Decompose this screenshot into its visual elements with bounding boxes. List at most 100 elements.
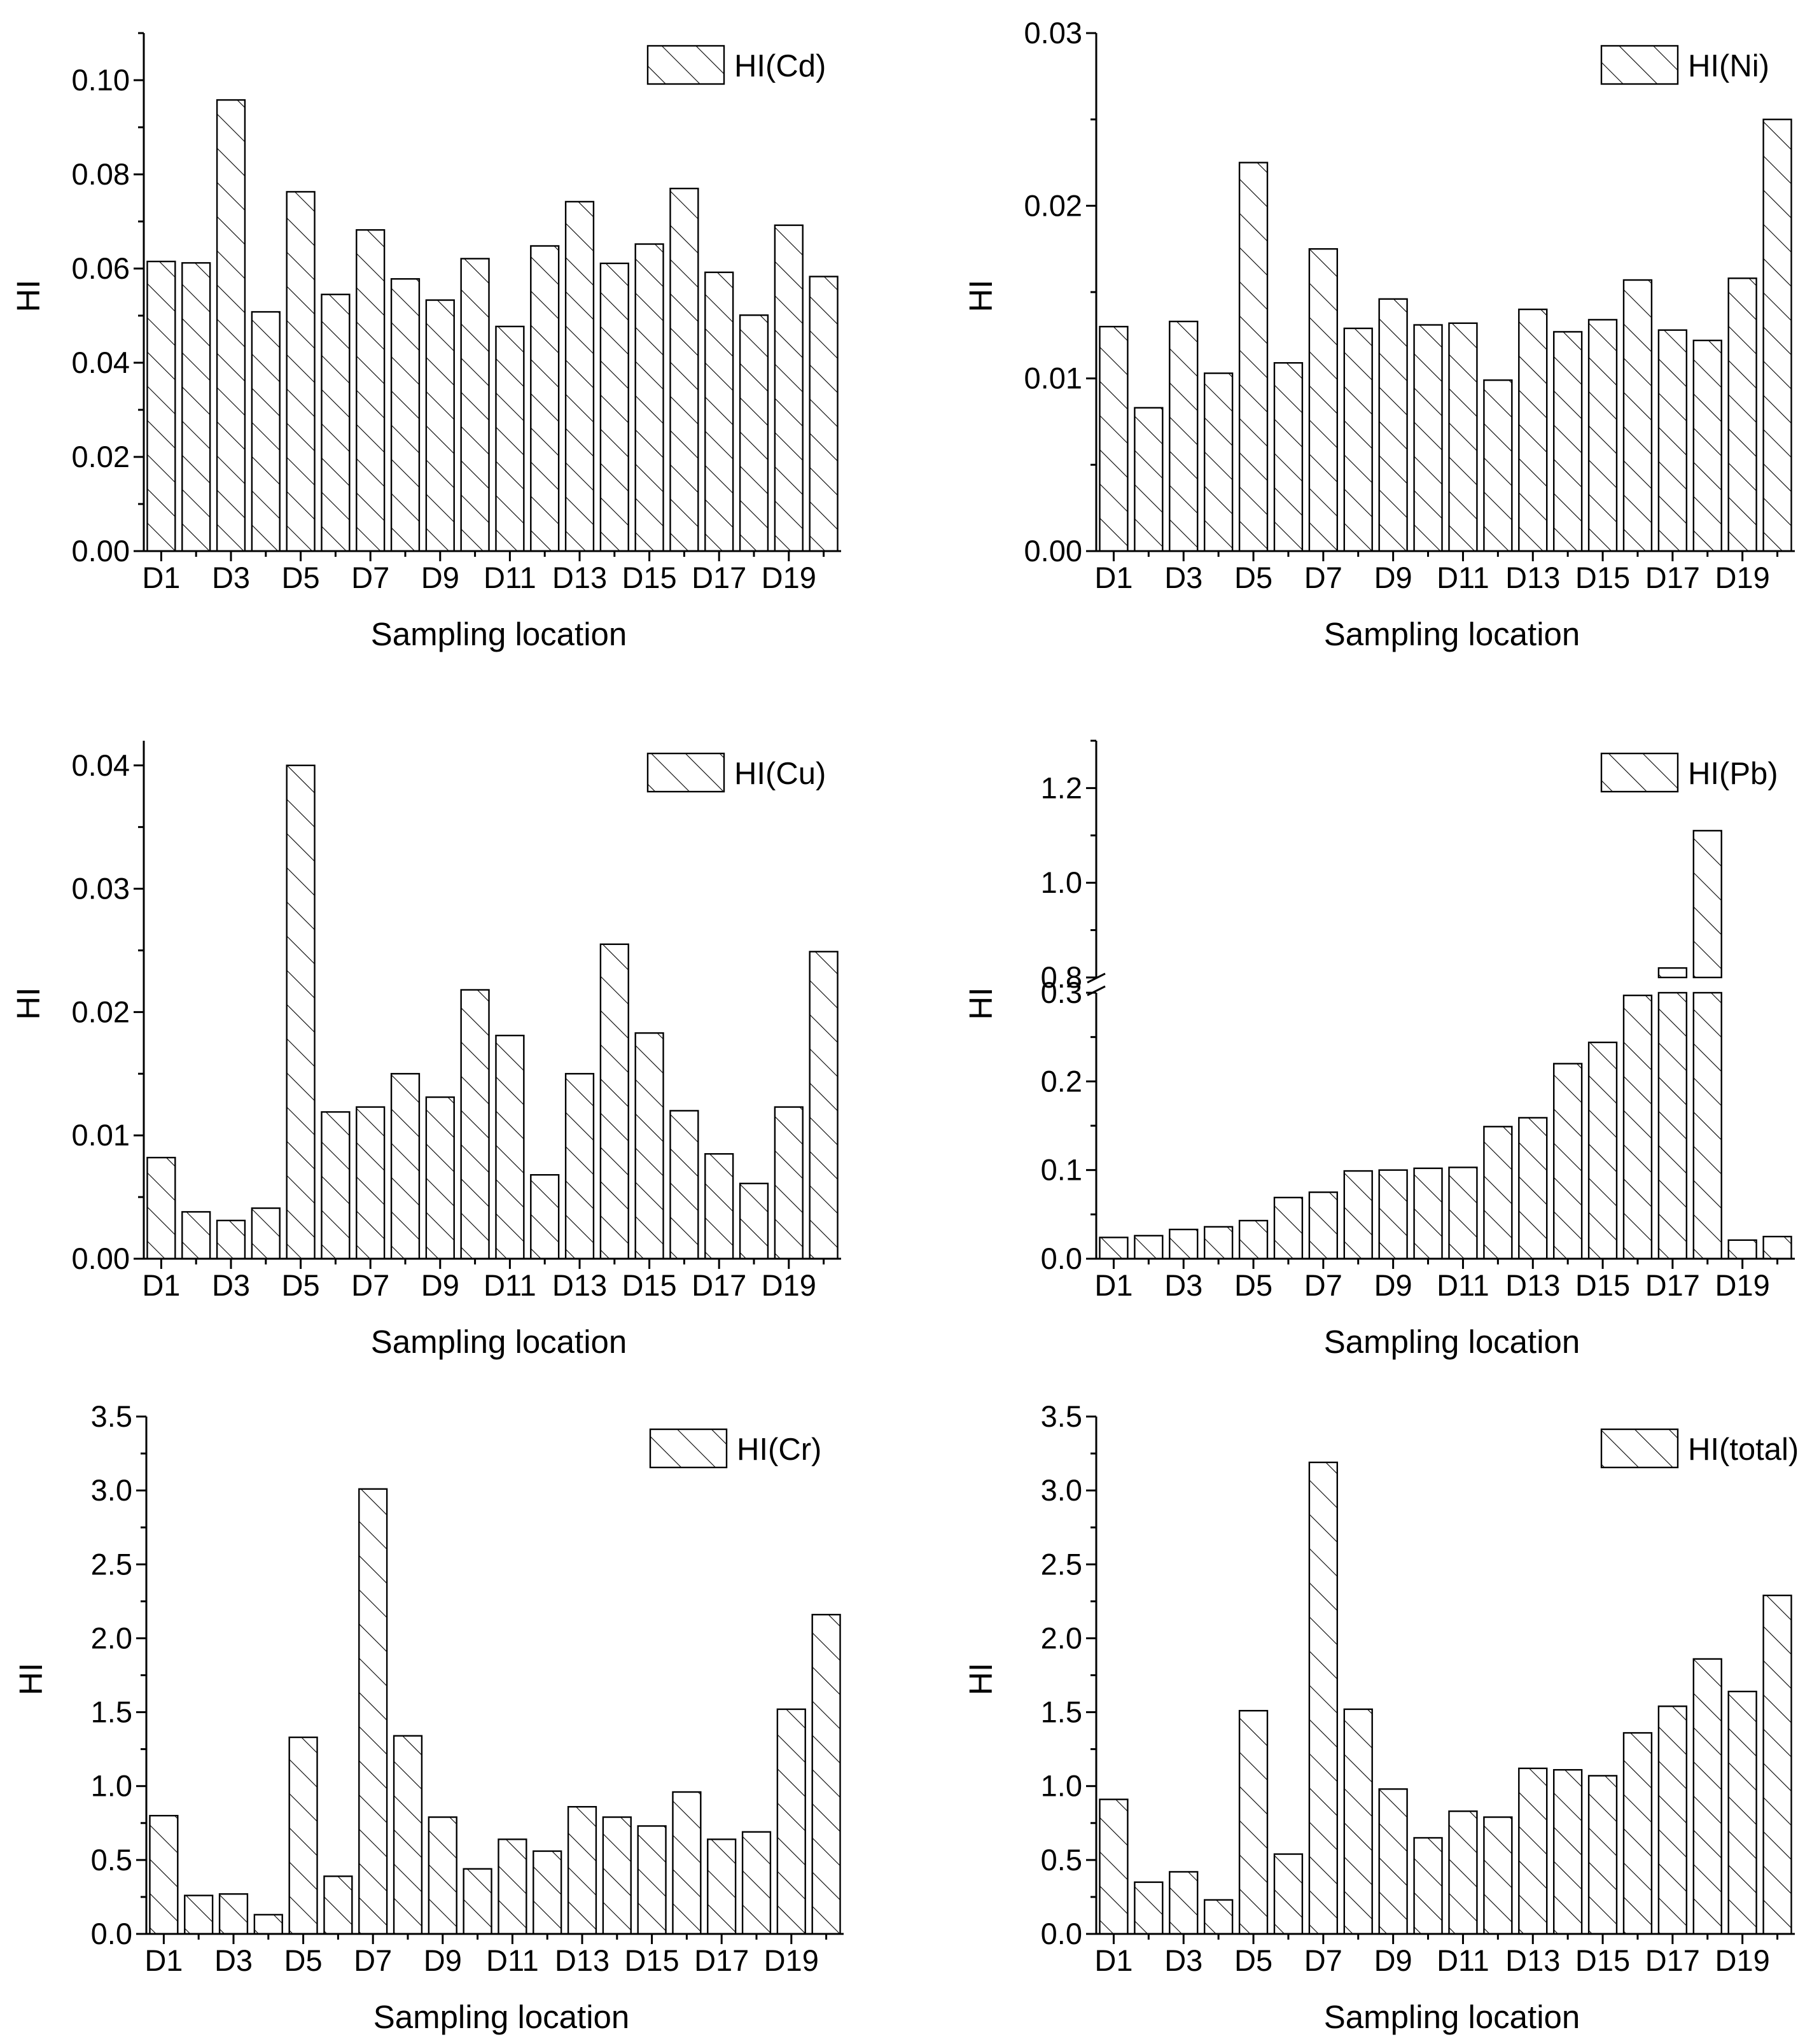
bar-D6 [321, 1111, 351, 1260]
bar-D16 [672, 1791, 702, 1935]
bar-D10 [460, 989, 490, 1260]
x-tick-label: D7 [354, 1943, 392, 1977]
bar-D2 [1134, 407, 1164, 552]
bar-D14 [1552, 1063, 1583, 1260]
y-tick-label: 0.5 [1041, 1843, 1082, 1877]
bar-D10 [1413, 1837, 1443, 1935]
bar-D11 [498, 1838, 527, 1935]
y-tick-label: 0.02 [1024, 188, 1082, 222]
y-tick-label: 3.0 [1041, 1473, 1082, 1507]
x-tick-label: D1 [1094, 1943, 1133, 1977]
bar-D11 [1448, 1810, 1478, 1935]
y-axis-title: HI [10, 280, 46, 312]
chart-panel-2: 0.00 0.01 0.02 0.03 D1 D3 D5 D7 D9 D11 D13 D15 D17 D1… [963, 16, 1795, 652]
y-tick-label: 0.0 [1041, 1917, 1082, 1950]
x-tick-label: D9 [421, 1268, 459, 1302]
x-tick-label: D7 [351, 1268, 389, 1302]
x-tick-label: D17 [692, 1268, 746, 1302]
bar-D13 [564, 1073, 595, 1260]
bar-D8 [1343, 327, 1373, 552]
x-tick-label: D15 [622, 1268, 676, 1302]
bar-D10 [460, 258, 490, 552]
bar-D2 [181, 1211, 211, 1260]
x-tick-label: D15 [1575, 561, 1630, 594]
bar-D13 [1518, 308, 1548, 552]
bar-D6 [1273, 1196, 1304, 1260]
bar-D1 [146, 260, 176, 552]
bar-D11 [495, 325, 525, 552]
legend-swatch [1600, 752, 1679, 793]
bar-D9 [1378, 1169, 1408, 1260]
bar-D2 [181, 262, 211, 552]
legend-label: HI(Cr) [737, 1432, 821, 1467]
bar-D15 [634, 243, 664, 552]
y-tick-label: 0.1 [1041, 1153, 1082, 1187]
x-tick-label: D1 [142, 561, 180, 594]
x-tick-label: D13 [555, 1943, 610, 1977]
y-tick-label: 3.0 [91, 1473, 132, 1507]
x-axis-title: Sampling location [1324, 1999, 1580, 2035]
y-tick-label: 0.0 [91, 1917, 132, 1950]
chart-panel-6: 0.0 0.5 1.0 1.5 2.0 2.5 3.0 3.5 D1 D3 D5 D7 D9 D11 D13… [963, 1399, 1799, 2035]
bar-D20 [811, 1614, 841, 1935]
bar-D6 [321, 293, 351, 552]
y-tick-label: 2.0 [1041, 1621, 1082, 1655]
bar-D17 [704, 271, 734, 552]
bar-D7 [1308, 248, 1339, 552]
y-axis-title: HI [963, 988, 999, 1020]
bar-D5 [286, 191, 316, 552]
bar-D6 [323, 1875, 353, 1935]
y-tick-label: 0.04 [72, 346, 130, 379]
x-tick-label: D11 [484, 561, 536, 594]
bar-D4 [253, 1914, 283, 1935]
bar-D11 [495, 1035, 525, 1260]
bar-D10 [463, 1868, 492, 1935]
bar-D18 [1692, 830, 1722, 979]
y-tick-label: 1.5 [91, 1695, 132, 1729]
bar-D17 [1657, 967, 1688, 979]
bar-D15 [1587, 1775, 1618, 1935]
x-tick-label: D17 [1645, 1268, 1700, 1302]
x-tick-label: D11 [1437, 1943, 1489, 1977]
bar-D8 [1343, 1170, 1373, 1260]
bar-D19 [774, 1106, 804, 1260]
x-tick-label: D19 [764, 1943, 819, 1977]
legend-label: HI(total) [1688, 1432, 1799, 1467]
bar-D2 [184, 1894, 214, 1935]
y-tick-label: 0.01 [1024, 361, 1082, 395]
bar-D9 [425, 1096, 455, 1260]
x-tick-label: D17 [692, 561, 746, 594]
bar-D3 [1169, 1871, 1199, 1935]
y-tick-label: 0.00 [72, 534, 130, 568]
legend-label: HI(Cd) [734, 49, 826, 83]
bar-D16 [669, 1110, 699, 1260]
x-tick-label: D1 [1094, 1268, 1133, 1302]
bar-D3 [218, 1893, 249, 1935]
bar-D7 [358, 1488, 388, 1935]
x-tick-label: D15 [624, 1943, 679, 1977]
bar-D17 [1657, 1705, 1688, 1935]
bar-D11 [1448, 322, 1478, 552]
bar-D8 [390, 1073, 421, 1260]
x-tick-label: D9 [1374, 1943, 1412, 1977]
bar-D7 [1308, 1461, 1339, 1935]
bar-D18 [1692, 1658, 1722, 1935]
y-tick-label: 0.03 [72, 872, 130, 906]
bar-D8 [393, 1735, 423, 1935]
x-tick-label: D11 [486, 1943, 539, 1977]
bar-D18 [741, 1831, 772, 1935]
x-tick-label: D5 [1234, 561, 1272, 594]
bar-D13 [1518, 1767, 1548, 1935]
x-tick-label: D17 [1645, 1943, 1700, 1977]
x-tick-label: D15 [1575, 1943, 1630, 1977]
x-tick-label: D7 [1304, 1943, 1342, 1977]
bar-D3 [216, 99, 246, 552]
y-tick-label: 0.8 [1041, 960, 1082, 994]
x-tick-label: D11 [1437, 561, 1489, 594]
bar-D6 [1273, 1853, 1304, 1935]
bar-D9 [428, 1816, 457, 1935]
bar-D10 [1413, 1167, 1443, 1260]
bar-D1 [146, 1156, 176, 1260]
